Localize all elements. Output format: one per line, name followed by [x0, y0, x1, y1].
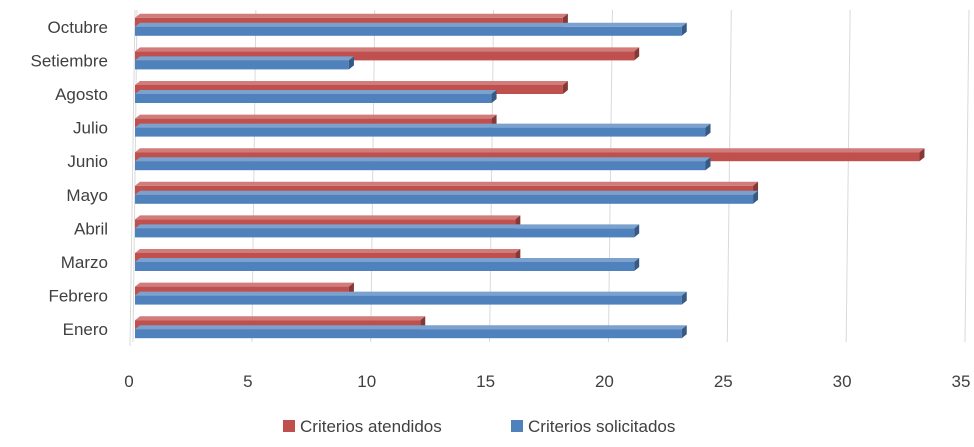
x-tick-label: 5: [243, 372, 252, 391]
bar-criterios-solicitados: [135, 123, 711, 137]
category-label: Setiembre: [31, 51, 108, 70]
bar-criterios-solicitados: [135, 157, 711, 171]
bar-criterios-solicitados: [135, 224, 640, 238]
bar-criterios-atendidos: [135, 81, 568, 94]
x-tick-label: 20: [595, 372, 614, 391]
category-label: Junio: [67, 152, 108, 171]
legend-item-criterios-solicitados: Criterios solicitados: [511, 417, 675, 436]
category-label: Marzo: [61, 253, 108, 272]
x-tick-label: 10: [357, 372, 376, 391]
legend-swatch: [283, 420, 295, 432]
category-labels: Enero Febrero Marzo Abril Mayo Junio Julio Agos…: [31, 18, 108, 339]
x-tick-label: 35: [952, 372, 971, 391]
bar-criterios-atendidos: [135, 148, 925, 162]
gridline: [370, 9, 376, 343]
legend-label: Criterios atendidos: [300, 417, 442, 436]
gridline: [607, 9, 613, 343]
axis-wall: [129, 9, 136, 347]
bar-criterios-solicitados: [135, 291, 687, 305]
bars: [135, 13, 925, 339]
legend-label: Criterios solicitados: [528, 417, 675, 436]
bar-criterios-solicitados: [135, 190, 759, 204]
gridline: [964, 9, 970, 343]
legend-swatch: [511, 420, 523, 432]
gridline: [845, 9, 851, 343]
category-label: Mayo: [66, 186, 108, 205]
x-tick-labels: 0 5 10 15 20 25 30 35: [124, 372, 970, 391]
gridline: [489, 9, 495, 343]
x-tick-label: 0: [124, 372, 133, 391]
category-label: Febrero: [48, 287, 108, 306]
category-label: Abril: [74, 219, 108, 238]
x-tick-label: 30: [833, 372, 852, 391]
legend: Criterios atendidos Criterios solicitados: [283, 417, 675, 436]
category-label: Agosto: [55, 85, 108, 104]
category-label: Enero: [63, 320, 108, 339]
gridline: [726, 9, 732, 343]
bar-criterios-solicitados: [135, 258, 640, 271]
category-label: Octubre: [48, 18, 108, 37]
x-tick-label: 15: [476, 372, 495, 391]
bar-criterios-solicitados: [135, 56, 354, 70]
category-label: Julio: [73, 119, 108, 138]
bar-criterios-solicitados: [135, 325, 687, 339]
bar-criterios-solicitados: [135, 22, 687, 36]
bar-criterios-solicitados: [135, 90, 497, 103]
x-tick-label: 25: [714, 372, 733, 391]
legend-item-criterios-atendidos: Criterios atendidos: [283, 417, 442, 436]
bar-criterios-atendidos: [135, 47, 640, 61]
